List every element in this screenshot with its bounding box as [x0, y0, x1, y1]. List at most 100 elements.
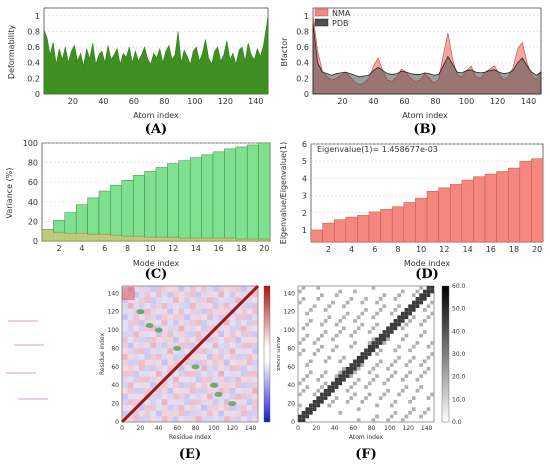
contact-cell	[349, 344, 354, 349]
pdb-area	[312, 23, 542, 95]
contact-cell	[305, 385, 310, 389]
contact-cell	[364, 355, 368, 360]
heatmap-cell	[173, 337, 179, 343]
heatmap-cell	[144, 297, 151, 303]
contact-cell	[298, 300, 302, 305]
heatmap-cell	[252, 325, 258, 332]
contact-cell	[323, 319, 328, 323]
heatmap-cell	[207, 297, 213, 303]
y-tick-label: 0.8	[296, 27, 309, 36]
heatmap-cell	[190, 291, 196, 298]
colorbar	[441, 285, 450, 423]
heatmap-cell	[195, 393, 202, 400]
contact-cell	[349, 385, 354, 389]
heatmap-cell	[122, 342, 128, 349]
contact-cell	[415, 388, 420, 393]
contact-cell	[320, 333, 324, 338]
heatmap-cell	[122, 297, 128, 303]
heatmap-cell	[161, 405, 168, 411]
heatmap-cell	[218, 308, 224, 315]
contact-cell	[419, 385, 423, 389]
variance-bar	[212, 151, 225, 242]
contact-cell	[349, 333, 354, 338]
heatmap-cell	[195, 331, 202, 337]
y-tick-label: 20	[28, 217, 38, 226]
contact-cell	[422, 330, 427, 334]
heatmap-cell	[122, 348, 128, 354]
heatmap-cell	[190, 399, 196, 405]
contact-cell	[353, 381, 357, 386]
heatmap-cell	[150, 376, 156, 383]
heatmap-cell	[212, 291, 219, 298]
heatmap-cell	[207, 325, 213, 332]
contact-cell	[378, 359, 383, 364]
contact-cell	[397, 304, 401, 309]
contact-cell	[316, 388, 321, 393]
heatmap-cell	[161, 382, 168, 388]
y-tick-label: 80	[287, 345, 295, 352]
heatmap-cell	[144, 337, 151, 343]
contact-cell	[393, 308, 398, 312]
y-tick-label: 0.2	[296, 74, 309, 83]
x-tick-label: 8	[395, 245, 400, 254]
contact-cell	[382, 392, 387, 397]
contact-cell	[305, 407, 310, 411]
heatmap-cell	[207, 393, 213, 400]
heatmap-cell	[212, 354, 219, 360]
heatmap-cell	[218, 416, 224, 422]
artifact-mark	[18, 398, 48, 400]
contact-cell	[327, 403, 332, 408]
contact-cell	[371, 418, 376, 422]
heatmap-cell	[207, 359, 213, 366]
contact-cell	[364, 297, 368, 301]
heatmap-cell	[207, 376, 213, 383]
y-tick-label: 0	[33, 237, 38, 246]
contact-cell	[298, 341, 302, 345]
contact-cell	[397, 392, 401, 397]
contact-cell	[316, 377, 321, 382]
heatmap-cell	[224, 320, 230, 326]
heatmap-cell	[184, 410, 190, 417]
x-tick-label: 80	[430, 97, 440, 106]
y-tick-label: 1	[304, 12, 309, 21]
contact-cell	[301, 418, 306, 422]
heatmap-cell	[150, 371, 156, 377]
eigenvalue-bar	[391, 206, 405, 243]
heatmap-cell	[195, 348, 202, 354]
heatmap-cell	[252, 410, 258, 417]
heatmap-cell	[161, 286, 168, 292]
heatmap-cell	[150, 337, 156, 343]
contact-cell	[382, 293, 387, 298]
heatmap-cell	[144, 365, 151, 371]
heatmap-cell	[252, 416, 258, 422]
contact-cell	[393, 326, 398, 331]
heatmap-cell	[246, 314, 253, 320]
heatmap-cell	[207, 342, 213, 349]
heatmap-cell	[190, 416, 196, 422]
heatmap-cell	[229, 303, 236, 309]
contact-cell	[393, 322, 398, 327]
heatmap-cell	[173, 297, 179, 303]
heatmap-cell	[122, 308, 128, 315]
heatmap-cell	[207, 371, 213, 377]
heatmap-cell	[212, 359, 219, 366]
contact-cell	[345, 366, 350, 371]
heatmap-cell	[235, 337, 241, 343]
heatmap-cell	[133, 399, 139, 405]
contact-cell	[400, 337, 405, 342]
heatmap-cell	[201, 359, 207, 366]
heatmap-cell	[212, 371, 219, 377]
heatmap-cell	[229, 325, 236, 332]
heatmap-cell	[144, 359, 151, 366]
heatmap-cell	[229, 393, 236, 400]
heatmap-cell	[161, 320, 168, 326]
heatmap-cell	[173, 348, 179, 354]
contact-cell	[426, 304, 431, 309]
heatmap-cell	[167, 331, 173, 337]
contact-cell	[356, 359, 361, 364]
heatmap-cell	[224, 371, 230, 377]
heatmap-cell	[156, 308, 162, 315]
x-tick-label: 18	[509, 245, 519, 254]
contact-cell	[422, 370, 427, 375]
heatmap-cell	[190, 286, 196, 292]
